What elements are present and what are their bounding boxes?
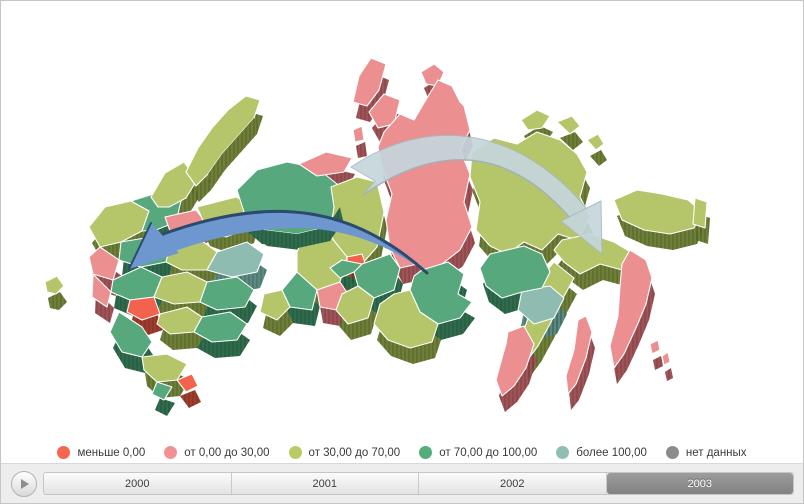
map-region[interactable]	[151, 381, 173, 401]
map-region[interactable]	[199, 276, 255, 311]
flow-arrow-east-shade	[362, 159, 572, 220]
legend-item: от 0,00 до 30,00	[164, 446, 270, 459]
legend-label: нет данных	[685, 446, 747, 459]
play-icon	[21, 478, 29, 489]
map-region[interactable]	[91, 273, 112, 308]
map-region[interactable]	[649, 339, 661, 355]
legend-swatch-icon	[665, 446, 679, 459]
flow-arrow-west	[128, 209, 429, 275]
flow-arrow-east-head	[560, 200, 603, 256]
timeline: 2000 2001 2002 2003	[1, 463, 803, 503]
legend-label: более 100,00	[576, 446, 647, 459]
year-bar[interactable]: 2000 2001 2002 2003	[43, 472, 794, 495]
map-region[interactable]	[298, 151, 353, 177]
map-region[interactable]	[479, 245, 551, 299]
map-region[interactable]	[281, 271, 318, 311]
legend: меньше 0,00 от 0,00 до 30,00 от 30,00 до…	[1, 446, 803, 459]
year-segment-2000[interactable]: 2000	[44, 473, 232, 494]
legend-swatch-icon	[288, 446, 302, 459]
map-region[interactable]	[329, 259, 363, 279]
map-region	[590, 150, 607, 166]
year-segment-2003[interactable]: 2003	[606, 473, 793, 494]
map-area	[1, 1, 803, 461]
map-region[interactable]	[44, 275, 65, 295]
map-region[interactable]	[586, 133, 605, 151]
map-region	[653, 356, 663, 370]
map-region[interactable]	[609, 249, 653, 369]
map-region[interactable]	[520, 109, 551, 131]
map-region[interactable]	[185, 95, 261, 187]
legend-label: от 30,00 до 70,00	[308, 446, 401, 459]
legend-item: нет данных	[665, 446, 747, 459]
map-region[interactable]	[126, 296, 161, 321]
map-region-side-texture	[241, 207, 343, 248]
flow-arrow-west-ridge	[161, 209, 429, 275]
map-region[interactable]	[368, 93, 401, 129]
legend-swatch-icon	[57, 446, 71, 459]
legend-swatch-icon	[556, 446, 570, 459]
map-region[interactable]	[353, 253, 401, 299]
year-segment-2001[interactable]: 2001	[231, 473, 419, 494]
map-region[interactable]	[176, 373, 199, 393]
map-region[interactable]	[556, 115, 581, 135]
russia-3d-map[interactable]	[1, 1, 803, 461]
map-region[interactable]	[661, 351, 671, 366]
flow-arrow-west-head	[129, 223, 179, 269]
map-region[interactable]	[206, 241, 265, 278]
flow-arrow-west-head-ridge	[128, 222, 152, 270]
map-region[interactable]	[409, 261, 473, 325]
legend-label: от 70,00 до 100,00	[439, 446, 538, 459]
map-region	[356, 142, 367, 158]
flow-arrow-west-body	[163, 211, 427, 273]
map-region[interactable]	[377, 79, 473, 277]
legend-item: меньше 0,00	[57, 446, 145, 459]
flow-arrow-east	[350, 134, 603, 256]
legend-label: меньше 0,00	[77, 446, 146, 459]
map-region[interactable]	[259, 289, 291, 321]
legend-item: от 70,00 до 100,00	[419, 446, 537, 459]
map-region[interactable]	[335, 285, 375, 325]
map-region[interactable]	[193, 311, 248, 343]
map-region[interactable]	[495, 325, 535, 397]
map-cliffs	[208, 118, 343, 248]
map-region[interactable]	[517, 285, 565, 325]
map-region	[665, 368, 673, 381]
map-region	[560, 132, 583, 150]
year-segment-2002[interactable]: 2002	[419, 473, 607, 494]
legend-item: от 30,00 до 70,00	[288, 446, 401, 459]
legend-swatch-icon	[419, 446, 433, 459]
map-region[interactable]	[352, 125, 365, 143]
play-button[interactable]	[11, 470, 37, 497]
map-region	[155, 398, 175, 416]
map-region	[180, 390, 201, 408]
map-region[interactable]	[88, 246, 120, 281]
map-region[interactable]	[352, 57, 387, 107]
legend-swatch-icon	[164, 446, 178, 459]
map-region[interactable]	[150, 161, 198, 208]
legend-label: от 0,00 до 30,00	[184, 446, 270, 459]
map-region[interactable]	[373, 289, 439, 349]
map-region[interactable]	[692, 197, 708, 229]
map-region	[569, 332, 595, 410]
map-region	[48, 292, 67, 310]
map-region-side-texture	[208, 118, 257, 188]
legend-item: более 100,00	[556, 446, 647, 459]
map-region[interactable]	[565, 315, 593, 395]
